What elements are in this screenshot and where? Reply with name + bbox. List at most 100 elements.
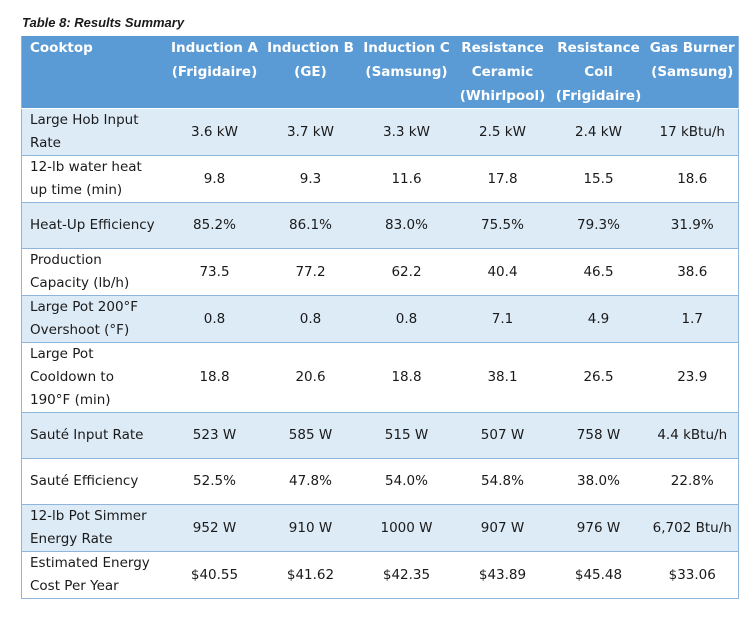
- header-line: Gas Burner: [649, 40, 735, 56]
- header-resistance-coil: Resistance Coil (Frigidaire): [550, 36, 647, 109]
- header-line: Cooktop: [30, 40, 93, 56]
- table-cell: 62.2: [358, 248, 455, 296]
- row-label: Estimated Energy Cost Per Year: [21, 551, 167, 599]
- table-cell: 2.4 kW: [550, 108, 647, 156]
- header-line: (GE): [294, 64, 327, 80]
- table-cell: 507 W: [454, 412, 551, 459]
- table-cell: 17 kBtu/h: [646, 108, 739, 156]
- table-cell: 907 W: [454, 504, 551, 552]
- row-label-line: Sauté Input Rate: [30, 427, 144, 443]
- table-cell: 38.6: [646, 248, 739, 296]
- table-cell: 11.6: [358, 155, 455, 203]
- table-cell: 15.5: [550, 155, 647, 203]
- row-label-line: Production: [30, 252, 102, 268]
- table-caption: Table 8: Results Summary: [22, 15, 185, 30]
- row-label-line: Large Pot: [30, 346, 94, 362]
- table-cell: 0.8: [262, 295, 359, 343]
- table-cell: 73.5: [166, 248, 263, 296]
- header-induction-a: Induction A (Frigidaire): [166, 36, 263, 109]
- table-cell: $43.89: [454, 551, 551, 599]
- table-row: Sauté Input Rate 523 W 585 W 515 W 507 W 758 …: [21, 412, 739, 459]
- row-label-line: Large Hob Input: [30, 112, 139, 128]
- row-label: Sauté Efficiency: [21, 458, 167, 505]
- row-label: Large Pot 200°F Overshoot (°F): [21, 295, 167, 343]
- table-cell: 38.0%: [550, 458, 647, 505]
- table-cell: 18.8: [358, 342, 455, 413]
- table-cell: 910 W: [262, 504, 359, 552]
- row-label: Production Capacity (lb/h): [21, 248, 167, 296]
- table-cell: $40.55: [166, 551, 263, 599]
- table-cell: 758 W: [550, 412, 647, 459]
- header-line: Induction B: [267, 40, 354, 56]
- table-cell: 1000 W: [358, 504, 455, 552]
- table-cell: 75.5%: [454, 202, 551, 249]
- table-cell: $33.06: [646, 551, 739, 599]
- header-induction-b: Induction B (GE): [262, 36, 359, 109]
- table-cell: 585 W: [262, 412, 359, 459]
- table-cell: 18.8: [166, 342, 263, 413]
- table-row: Production Capacity (lb/h) 73.5 77.2 62.2 40.…: [21, 248, 739, 296]
- table-cell: 23.9: [646, 342, 739, 413]
- header-row: Cooktop Induction A (Frigidaire) Inducti…: [21, 36, 739, 109]
- table-cell: 0.8: [166, 295, 263, 343]
- header-line: (Samsung): [365, 64, 448, 80]
- table-row: Large Pot Cooldown to 190°F (min) 18.8 20.6 1…: [21, 342, 739, 413]
- table-cell: 4.4 kBtu/h: [646, 412, 739, 459]
- row-label-line: Energy Rate: [30, 531, 113, 547]
- table-row: Large Hob Input Rate 3.6 kW 3.7 kW 3.3 kW 2.5…: [21, 108, 739, 156]
- table-cell: 54.8%: [454, 458, 551, 505]
- table-cell: 4.9: [550, 295, 647, 343]
- header-line: (Frigidaire): [555, 88, 642, 104]
- header-cooktop: Cooktop: [21, 36, 167, 109]
- row-label: Large Hob Input Rate: [21, 108, 167, 156]
- table-cell: 9.8: [166, 155, 263, 203]
- row-label-line: up time (min): [30, 182, 123, 198]
- row-label-line: 190°F (min): [30, 392, 111, 408]
- header-gas-burner: Gas Burner (Samsung): [646, 36, 739, 109]
- row-label-line: Large Pot 200°F: [30, 299, 139, 315]
- table-row: 12-lb water heat up time (min) 9.8 9.3 11.6 1…: [21, 155, 739, 203]
- table-cell: 20.6: [262, 342, 359, 413]
- table-row: Heat-Up Efficiency 85.2% 86.1% 83.0% 75.5% 79…: [21, 202, 739, 249]
- row-label-line: Cost Per Year: [30, 578, 119, 594]
- row-label-line: Sauté Efficiency: [30, 473, 139, 489]
- table-cell: 2.5 kW: [454, 108, 551, 156]
- table-cell: 46.5: [550, 248, 647, 296]
- row-label-line: Overshoot (°F): [30, 322, 130, 338]
- table-cell: 77.2: [262, 248, 359, 296]
- header-line: (Whirlpool): [459, 88, 546, 104]
- row-label-line: 12-lb water heat: [30, 159, 142, 175]
- row-label-line: 12-lb Pot Simmer: [30, 508, 147, 524]
- row-label-line: Capacity (lb/h): [30, 275, 130, 291]
- header-line: (Frigidaire): [171, 64, 258, 80]
- row-label-line: Estimated Energy: [30, 555, 150, 571]
- table-cell: 18.6: [646, 155, 739, 203]
- table-cell: 22.8%: [646, 458, 739, 505]
- table-row: Sauté Efficiency 52.5% 47.8% 54.0% 54.8% 38.0…: [21, 458, 739, 505]
- table-cell: 0.8: [358, 295, 455, 343]
- table-cell: 3.7 kW: [262, 108, 359, 156]
- row-label-line: Rate: [30, 135, 61, 151]
- table-cell: 40.4: [454, 248, 551, 296]
- table-cell: 976 W: [550, 504, 647, 552]
- header-line: (Samsung): [651, 64, 734, 80]
- header-line: Induction A: [170, 40, 259, 56]
- table-cell: 79.3%: [550, 202, 647, 249]
- table-cell: 83.0%: [358, 202, 455, 249]
- table-cell: 26.5: [550, 342, 647, 413]
- table-cell: $42.35: [358, 551, 455, 599]
- table-cell: 47.8%: [262, 458, 359, 505]
- table-cell: $45.48: [550, 551, 647, 599]
- header-line: Coil: [584, 64, 613, 80]
- table-cell: 3.6 kW: [166, 108, 263, 156]
- table-cell: 523 W: [166, 412, 263, 459]
- table-cell: $41.62: [262, 551, 359, 599]
- header-line: Induction C: [363, 40, 450, 56]
- header-resistance-ceramic: Resistance Ceramic (Whirlpool): [454, 36, 551, 109]
- results-summary-table: Cooktop Induction A (Frigidaire) Inducti…: [21, 36, 739, 599]
- table-cell: 3.3 kW: [358, 108, 455, 156]
- table-cell: 515 W: [358, 412, 455, 459]
- row-label: 12-lb Pot Simmer Energy Rate: [21, 504, 167, 552]
- header-line: Ceramic: [471, 64, 534, 80]
- table-cell: 7.1: [454, 295, 551, 343]
